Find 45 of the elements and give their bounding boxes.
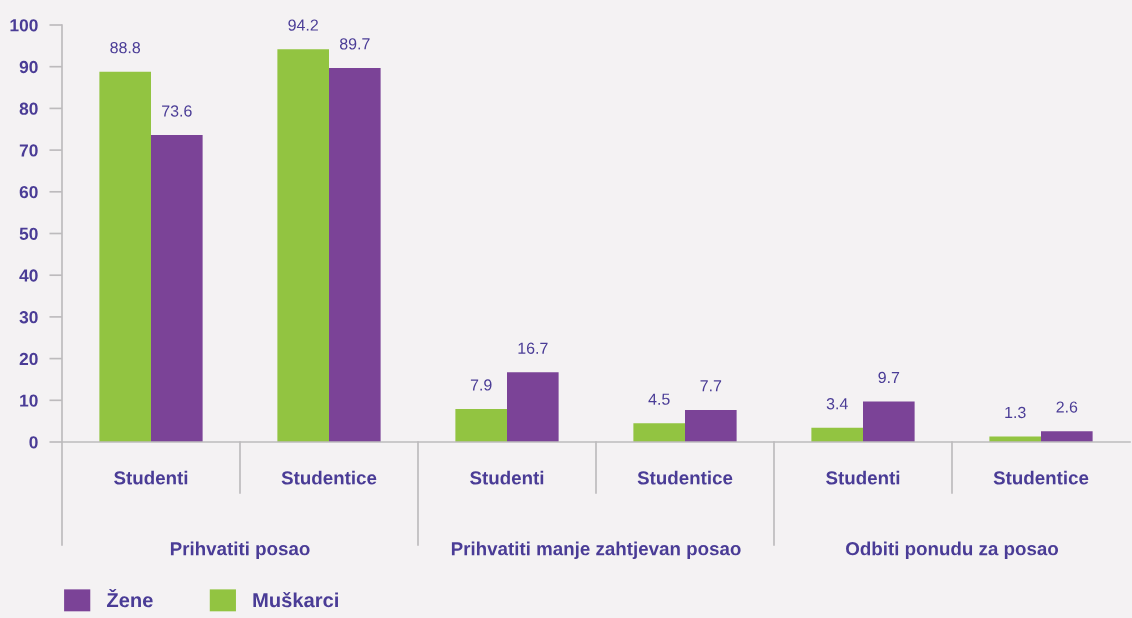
- bar: [455, 409, 507, 442]
- y-tick-label: 20: [19, 352, 38, 366]
- y-tick-label: 40: [19, 269, 38, 282]
- y-tick-label: 50: [19, 227, 38, 240]
- x-tick-label: Studenti: [470, 470, 544, 485]
- data-label: 88.8: [110, 41, 141, 54]
- y-tick-label: 70: [19, 144, 38, 157]
- y-tick-label: 80: [19, 102, 38, 115]
- data-label: 73.6: [162, 105, 192, 117]
- bar: [329, 67, 381, 442]
- x-tick-label: Studenti: [826, 470, 900, 485]
- y-tick-label: 90: [19, 60, 38, 74]
- legend-label: Muškarci: [253, 592, 338, 608]
- bar: [277, 49, 329, 442]
- y-tick-label: 60: [19, 185, 38, 199]
- data-label: 7.7: [700, 380, 722, 392]
- data-label: 3.4: [826, 398, 848, 410]
- bar: [1041, 431, 1093, 442]
- y-tick-label: 0: [29, 436, 38, 449]
- bar: [863, 401, 915, 442]
- text: Prihvatiti posao: [170, 541, 310, 560]
- text: Prihvatiti manje zahtjevan posao: [451, 541, 741, 560]
- text: Odbiti ponudu za posao: [846, 541, 1059, 560]
- legend-label: Žene: [106, 589, 153, 608]
- data-label: 89.7: [339, 38, 370, 50]
- x-tick-label: Studentice: [637, 470, 733, 485]
- bar: [507, 372, 559, 442]
- bar: [151, 135, 203, 442]
- y-tick-label: 10: [20, 394, 38, 407]
- bar: [811, 427, 863, 442]
- bar: [685, 409, 737, 442]
- x-tick-label: Studentice: [281, 470, 377, 485]
- bar: [633, 423, 685, 442]
- data-label: 94.2: [288, 19, 318, 31]
- y-tick-label: 100: [10, 19, 38, 32]
- x-tick-label: Studenti: [114, 470, 188, 485]
- data-label: 9.7: [878, 371, 900, 384]
- y-tick-label: 30: [19, 311, 38, 324]
- data-label: 7.9: [470, 379, 492, 391]
- x-tick-label: Studentice: [993, 470, 1089, 485]
- data-label: 4.5: [648, 393, 670, 405]
- data-label: 16.7: [518, 342, 548, 354]
- data-label: 2.6: [1056, 401, 1078, 413]
- data-label: 1.3: [1005, 406, 1026, 419]
- bar: [99, 71, 151, 442]
